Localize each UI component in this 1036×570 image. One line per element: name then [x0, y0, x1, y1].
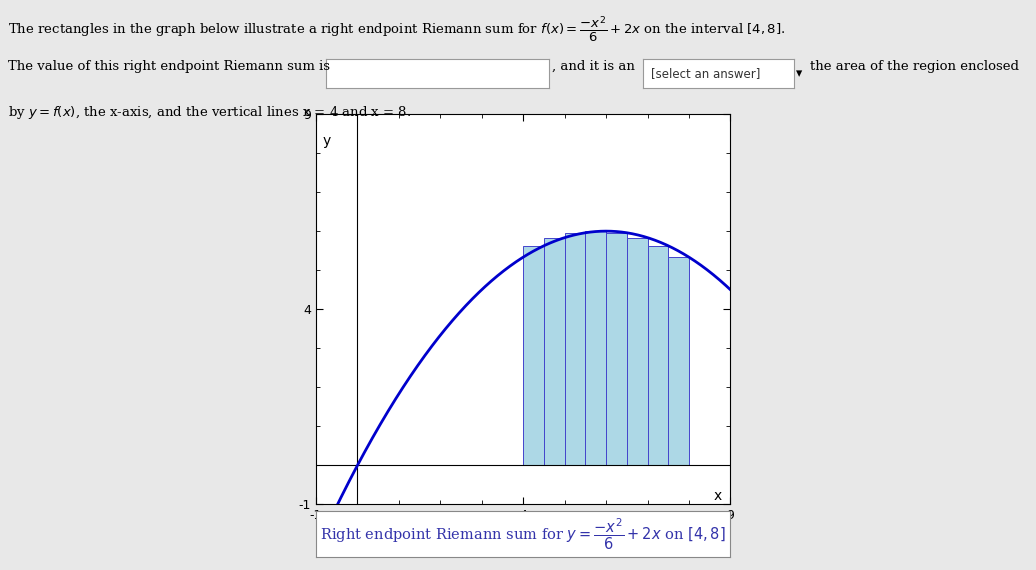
Text: x: x — [714, 489, 722, 503]
Text: y: y — [322, 133, 330, 148]
Text: ▾: ▾ — [796, 67, 802, 80]
Text: by $y = f(x)$, the x-axis, and the vertical lines x = 4 and x = 8.: by $y = f(x)$, the x-axis, and the verti… — [8, 104, 411, 121]
Bar — [523, 246, 544, 465]
Text: The value of this right endpoint Riemann sum is: The value of this right endpoint Riemann… — [8, 60, 330, 73]
Bar — [606, 233, 627, 465]
Text: [select an answer]: [select an answer] — [651, 67, 760, 80]
Bar — [648, 246, 668, 465]
Text: , and it is an: , and it is an — [552, 60, 635, 73]
Bar — [565, 233, 585, 465]
Text: Right endpoint Riemann sum for $y = \dfrac{-x^2}{6} + 2x$ on $[4, 8]$: Right endpoint Riemann sum for $y = \dfr… — [320, 516, 726, 552]
Bar — [544, 238, 565, 465]
Bar — [627, 238, 648, 465]
Bar — [585, 231, 606, 465]
Text: the area of the region enclosed: the area of the region enclosed — [810, 60, 1019, 73]
Bar — [668, 257, 689, 465]
Text: The rectangles in the graph below illustrate a right endpoint Riemann sum for $f: The rectangles in the graph below illust… — [8, 14, 785, 44]
